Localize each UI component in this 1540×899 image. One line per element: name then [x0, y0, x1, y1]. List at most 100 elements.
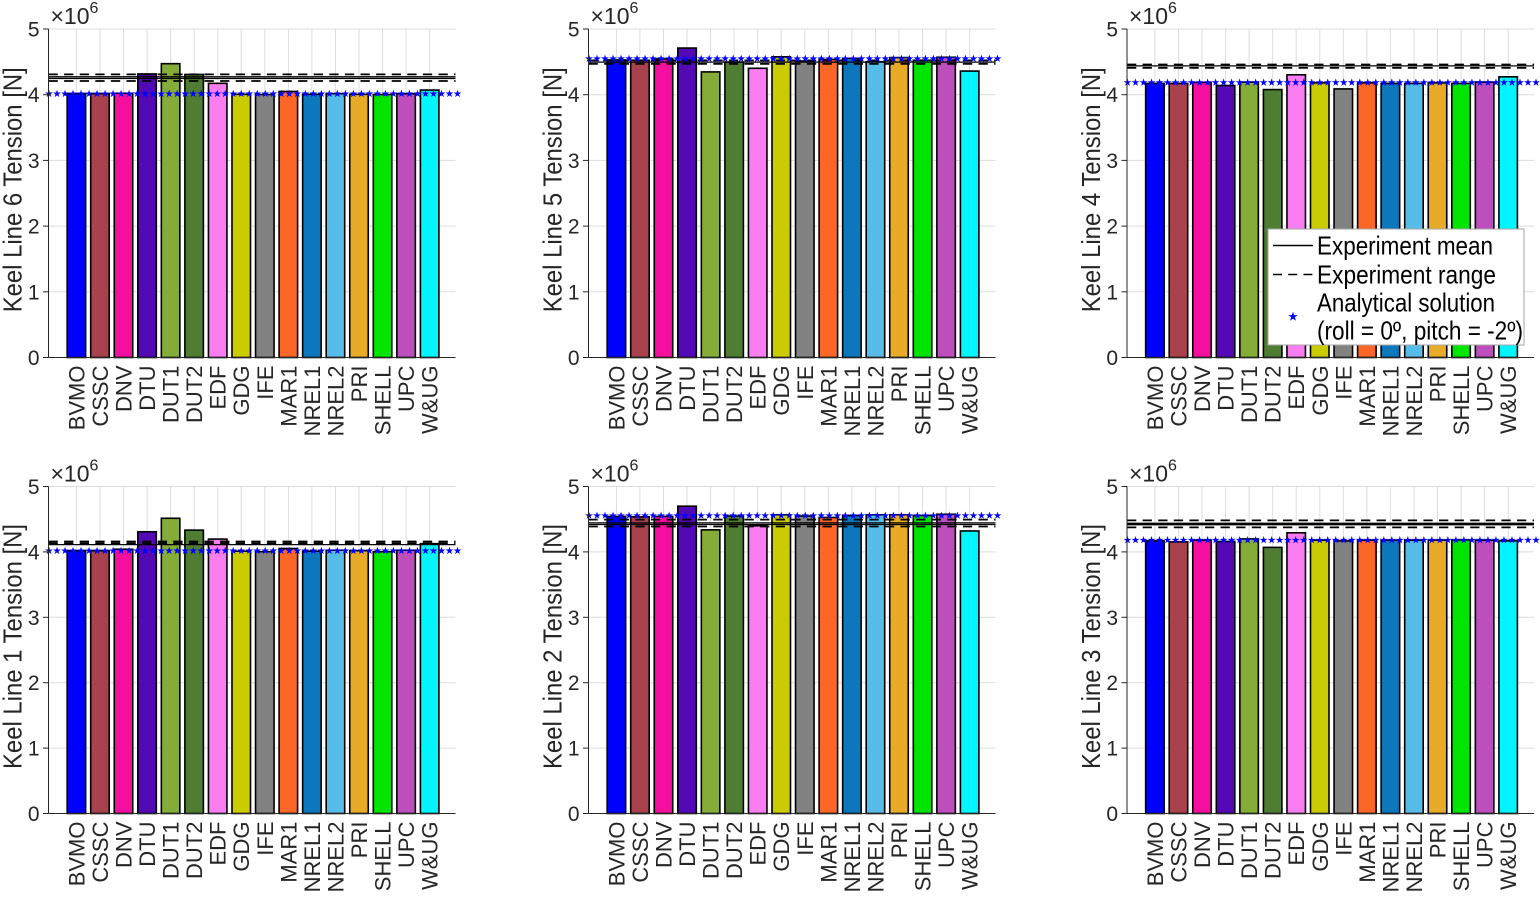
svg-text:DNV: DNV: [652, 821, 677, 868]
svg-text:W&UG: W&UG: [958, 822, 983, 890]
svg-text:IFE: IFE: [793, 366, 818, 400]
svg-text:4: 4: [568, 541, 580, 564]
svg-text:GDG: GDG: [229, 366, 254, 416]
svg-text:DNV: DNV: [112, 821, 137, 868]
svg-text:DUT1: DUT1: [699, 366, 724, 423]
svg-text:UPC: UPC: [1473, 365, 1498, 412]
svg-text:NREL2: NREL2: [324, 822, 349, 893]
svg-text:MAR1: MAR1: [276, 366, 301, 427]
svg-text:NREL2: NREL2: [1402, 822, 1427, 893]
svg-text:4: 4: [28, 84, 40, 107]
svg-text:5: 5: [568, 19, 580, 42]
svg-text:SHELL: SHELL: [371, 822, 396, 892]
svg-text:1: 1: [28, 281, 40, 304]
svg-text:CSSC: CSSC: [1167, 365, 1192, 426]
svg-text:NREL1: NREL1: [840, 366, 865, 437]
svg-text:DTU: DTU: [135, 366, 160, 411]
svg-text:NREL1: NREL1: [300, 366, 325, 437]
svg-text:Experiment range: Experiment range: [1317, 260, 1496, 290]
svg-text:UPC: UPC: [394, 821, 419, 868]
svg-text:1: 1: [1106, 281, 1118, 304]
svg-text:DTU: DTU: [1214, 822, 1239, 867]
svg-text:DUT2: DUT2: [1261, 822, 1286, 879]
svg-text:3: 3: [1106, 150, 1118, 173]
svg-text:IFE: IFE: [253, 366, 278, 400]
svg-text:Experiment mean: Experiment mean: [1317, 231, 1493, 261]
svg-text:DTU: DTU: [675, 822, 700, 867]
svg-text:DUT2: DUT2: [722, 366, 747, 423]
svg-text:DUT1: DUT1: [699, 822, 724, 879]
svg-text:UPC: UPC: [1473, 821, 1498, 868]
svg-text:DNV: DNV: [112, 365, 137, 412]
svg-text:BVMO: BVMO: [1143, 366, 1168, 431]
svg-text:BVMO: BVMO: [64, 366, 89, 431]
svg-text:W&UG: W&UG: [1496, 366, 1521, 434]
svg-text:W&UG: W&UG: [418, 822, 443, 890]
svg-text:IFE: IFE: [1331, 366, 1356, 400]
svg-text:W&UG: W&UG: [1496, 822, 1521, 890]
svg-text:NREL2: NREL2: [1402, 366, 1427, 437]
svg-text:DTU: DTU: [135, 822, 160, 867]
svg-text:EDF: EDF: [206, 822, 231, 866]
svg-text:Keel Line 4 Tension [N]: Keel Line 4 Tension [N]: [1076, 67, 1106, 312]
svg-text:2: 2: [568, 672, 580, 695]
svg-text:CSSC: CSSC: [628, 365, 653, 426]
svg-text:4: 4: [1106, 541, 1118, 564]
svg-text:Analytical solution: Analytical solution: [1317, 288, 1495, 318]
svg-text:4: 4: [568, 84, 580, 107]
svg-text:EDF: EDF: [746, 822, 771, 866]
svg-text:DUT1: DUT1: [159, 822, 184, 879]
svg-text:DTU: DTU: [675, 366, 700, 411]
svg-text:0: 0: [568, 803, 580, 826]
svg-text:W&UG: W&UG: [958, 366, 983, 434]
svg-text:3: 3: [568, 150, 580, 173]
svg-text:3: 3: [1106, 607, 1118, 630]
svg-text:PRI: PRI: [887, 366, 912, 403]
svg-text:PRI: PRI: [347, 822, 372, 859]
svg-text:5: 5: [28, 476, 40, 499]
svg-text:BVMO: BVMO: [604, 822, 629, 887]
svg-text:SHELL: SHELL: [911, 366, 936, 436]
svg-text:NREL1: NREL1: [300, 822, 325, 893]
svg-text:1: 1: [568, 281, 580, 304]
svg-text:DUT1: DUT1: [1237, 366, 1262, 423]
svg-text:2: 2: [568, 216, 580, 239]
svg-text:GDG: GDG: [1308, 822, 1333, 872]
svg-text:SHELL: SHELL: [1449, 822, 1474, 892]
svg-text:PRI: PRI: [887, 822, 912, 859]
svg-text:5: 5: [1106, 476, 1118, 499]
svg-text:CSSC: CSSC: [88, 821, 113, 882]
svg-text:Keel Line 6 Tension [N]: Keel Line 6 Tension [N]: [0, 67, 28, 312]
svg-text:0: 0: [1106, 803, 1118, 826]
svg-text:(roll = 0º, pitch = -2º): (roll = 0º, pitch = -2º): [1317, 316, 1523, 346]
svg-text:2: 2: [1106, 216, 1118, 239]
svg-text:NREL1: NREL1: [1378, 366, 1403, 437]
svg-text:Keel Line 2 Tension [N]: Keel Line 2 Tension [N]: [538, 524, 568, 769]
svg-text:PRI: PRI: [1426, 822, 1451, 859]
svg-text:GDG: GDG: [769, 822, 794, 872]
svg-text:MAR1: MAR1: [276, 822, 301, 883]
svg-text:PRI: PRI: [347, 366, 372, 403]
svg-text:3: 3: [28, 150, 40, 173]
svg-text:IFE: IFE: [793, 822, 818, 856]
svg-text:DUT2: DUT2: [182, 366, 207, 423]
svg-text:CSSC: CSSC: [1167, 821, 1192, 882]
svg-text:CSSC: CSSC: [628, 821, 653, 882]
svg-text:0: 0: [568, 347, 580, 370]
svg-text:GDG: GDG: [769, 366, 794, 416]
svg-text:NREL2: NREL2: [864, 366, 889, 437]
svg-text:5: 5: [28, 19, 40, 42]
svg-text:UPC: UPC: [394, 365, 419, 412]
svg-text:DUT2: DUT2: [182, 822, 207, 879]
svg-text:0: 0: [28, 803, 40, 826]
svg-text:SHELL: SHELL: [911, 822, 936, 892]
svg-text:DUT1: DUT1: [159, 366, 184, 423]
svg-text:DNV: DNV: [1190, 821, 1215, 868]
svg-text:4: 4: [1106, 84, 1118, 107]
svg-text:MAR1: MAR1: [816, 366, 841, 427]
svg-text:BVMO: BVMO: [64, 822, 89, 887]
svg-text:2: 2: [28, 672, 40, 695]
svg-text:GDG: GDG: [1308, 366, 1333, 416]
svg-text:2: 2: [28, 216, 40, 239]
svg-text:EDF: EDF: [1284, 822, 1309, 866]
